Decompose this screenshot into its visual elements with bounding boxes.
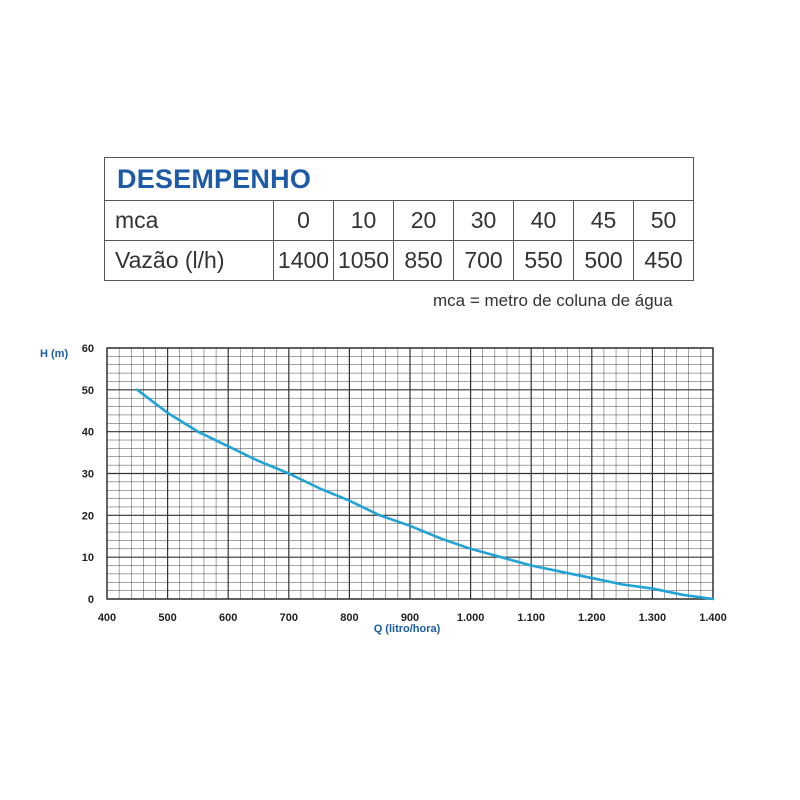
x-tick-label: 1.000 — [457, 612, 485, 624]
table-cell: 450 — [633, 240, 694, 281]
unit-note: mca = metro de coluna de água — [433, 291, 673, 310]
table-title: DESEMPENHO — [104, 157, 694, 201]
y-tick-label: 20 — [82, 510, 94, 522]
chart-ticks: 400 500 600 700 800 900 1.000 1.100 1.200 1.300 1.… — [82, 343, 727, 624]
x-tick-label: 500 — [158, 612, 176, 624]
y-tick-label: 50 — [82, 385, 94, 397]
series-line — [136, 388, 715, 601]
x-tick-label: 1.200 — [578, 612, 606, 624]
y-tick-label: 10 — [82, 552, 94, 564]
x-tick-label: 900 — [401, 612, 419, 624]
table-cell: 50 — [633, 200, 694, 241]
y-tick-label: 30 — [82, 469, 94, 481]
table-cell: 550 — [513, 240, 574, 281]
table-cell: 30 — [453, 200, 514, 241]
x-tick-label: 1.300 — [639, 612, 667, 624]
x-axis-title: Q (litro/hora) — [374, 623, 441, 635]
table-cell: 1050 — [333, 240, 394, 281]
table-cell: 500 — [573, 240, 634, 281]
x-tick-label: 600 — [219, 612, 237, 624]
row-label: Vazão (l/h) — [104, 240, 274, 281]
table-cell: 700 — [453, 240, 514, 281]
x-tick-label: 400 — [98, 612, 116, 624]
chart-grid — [106, 347, 714, 600]
y-tick-label: 60 — [82, 343, 94, 355]
chart-series — [136, 388, 715, 601]
performance-table: DESEMPENHO mca 0 10 20 30 40 45 50 Vazão… — [104, 157, 694, 281]
table-cell: 10 — [333, 200, 394, 241]
table-cell: 0 — [273, 200, 334, 241]
x-tick-label: 1.400 — [699, 612, 727, 624]
plot-frame — [106, 347, 714, 600]
performance-chart: 400 500 600 700 800 900 1.000 1.100 1.200 1.300 1.… — [40, 343, 727, 635]
x-tick-label: 800 — [340, 612, 358, 624]
y-tick-label: 40 — [82, 427, 94, 439]
x-tick-label: 700 — [280, 612, 298, 624]
table-cell: 45 — [573, 200, 634, 241]
row-label: mca — [104, 200, 274, 241]
table-row-mca: mca 0 10 20 30 40 45 50 — [104, 200, 694, 241]
table-cell: 1400 — [273, 240, 334, 281]
x-tick-label: 1.100 — [517, 612, 545, 624]
y-axis-title: H (m) — [40, 348, 68, 360]
y-tick-label: 0 — [88, 594, 94, 606]
table-cell: 850 — [393, 240, 454, 281]
table-cell: 40 — [513, 200, 574, 241]
table-cell: 20 — [393, 200, 454, 241]
table-row-vazao: Vazão (l/h) 1400 1050 850 700 550 500 45… — [104, 240, 694, 281]
